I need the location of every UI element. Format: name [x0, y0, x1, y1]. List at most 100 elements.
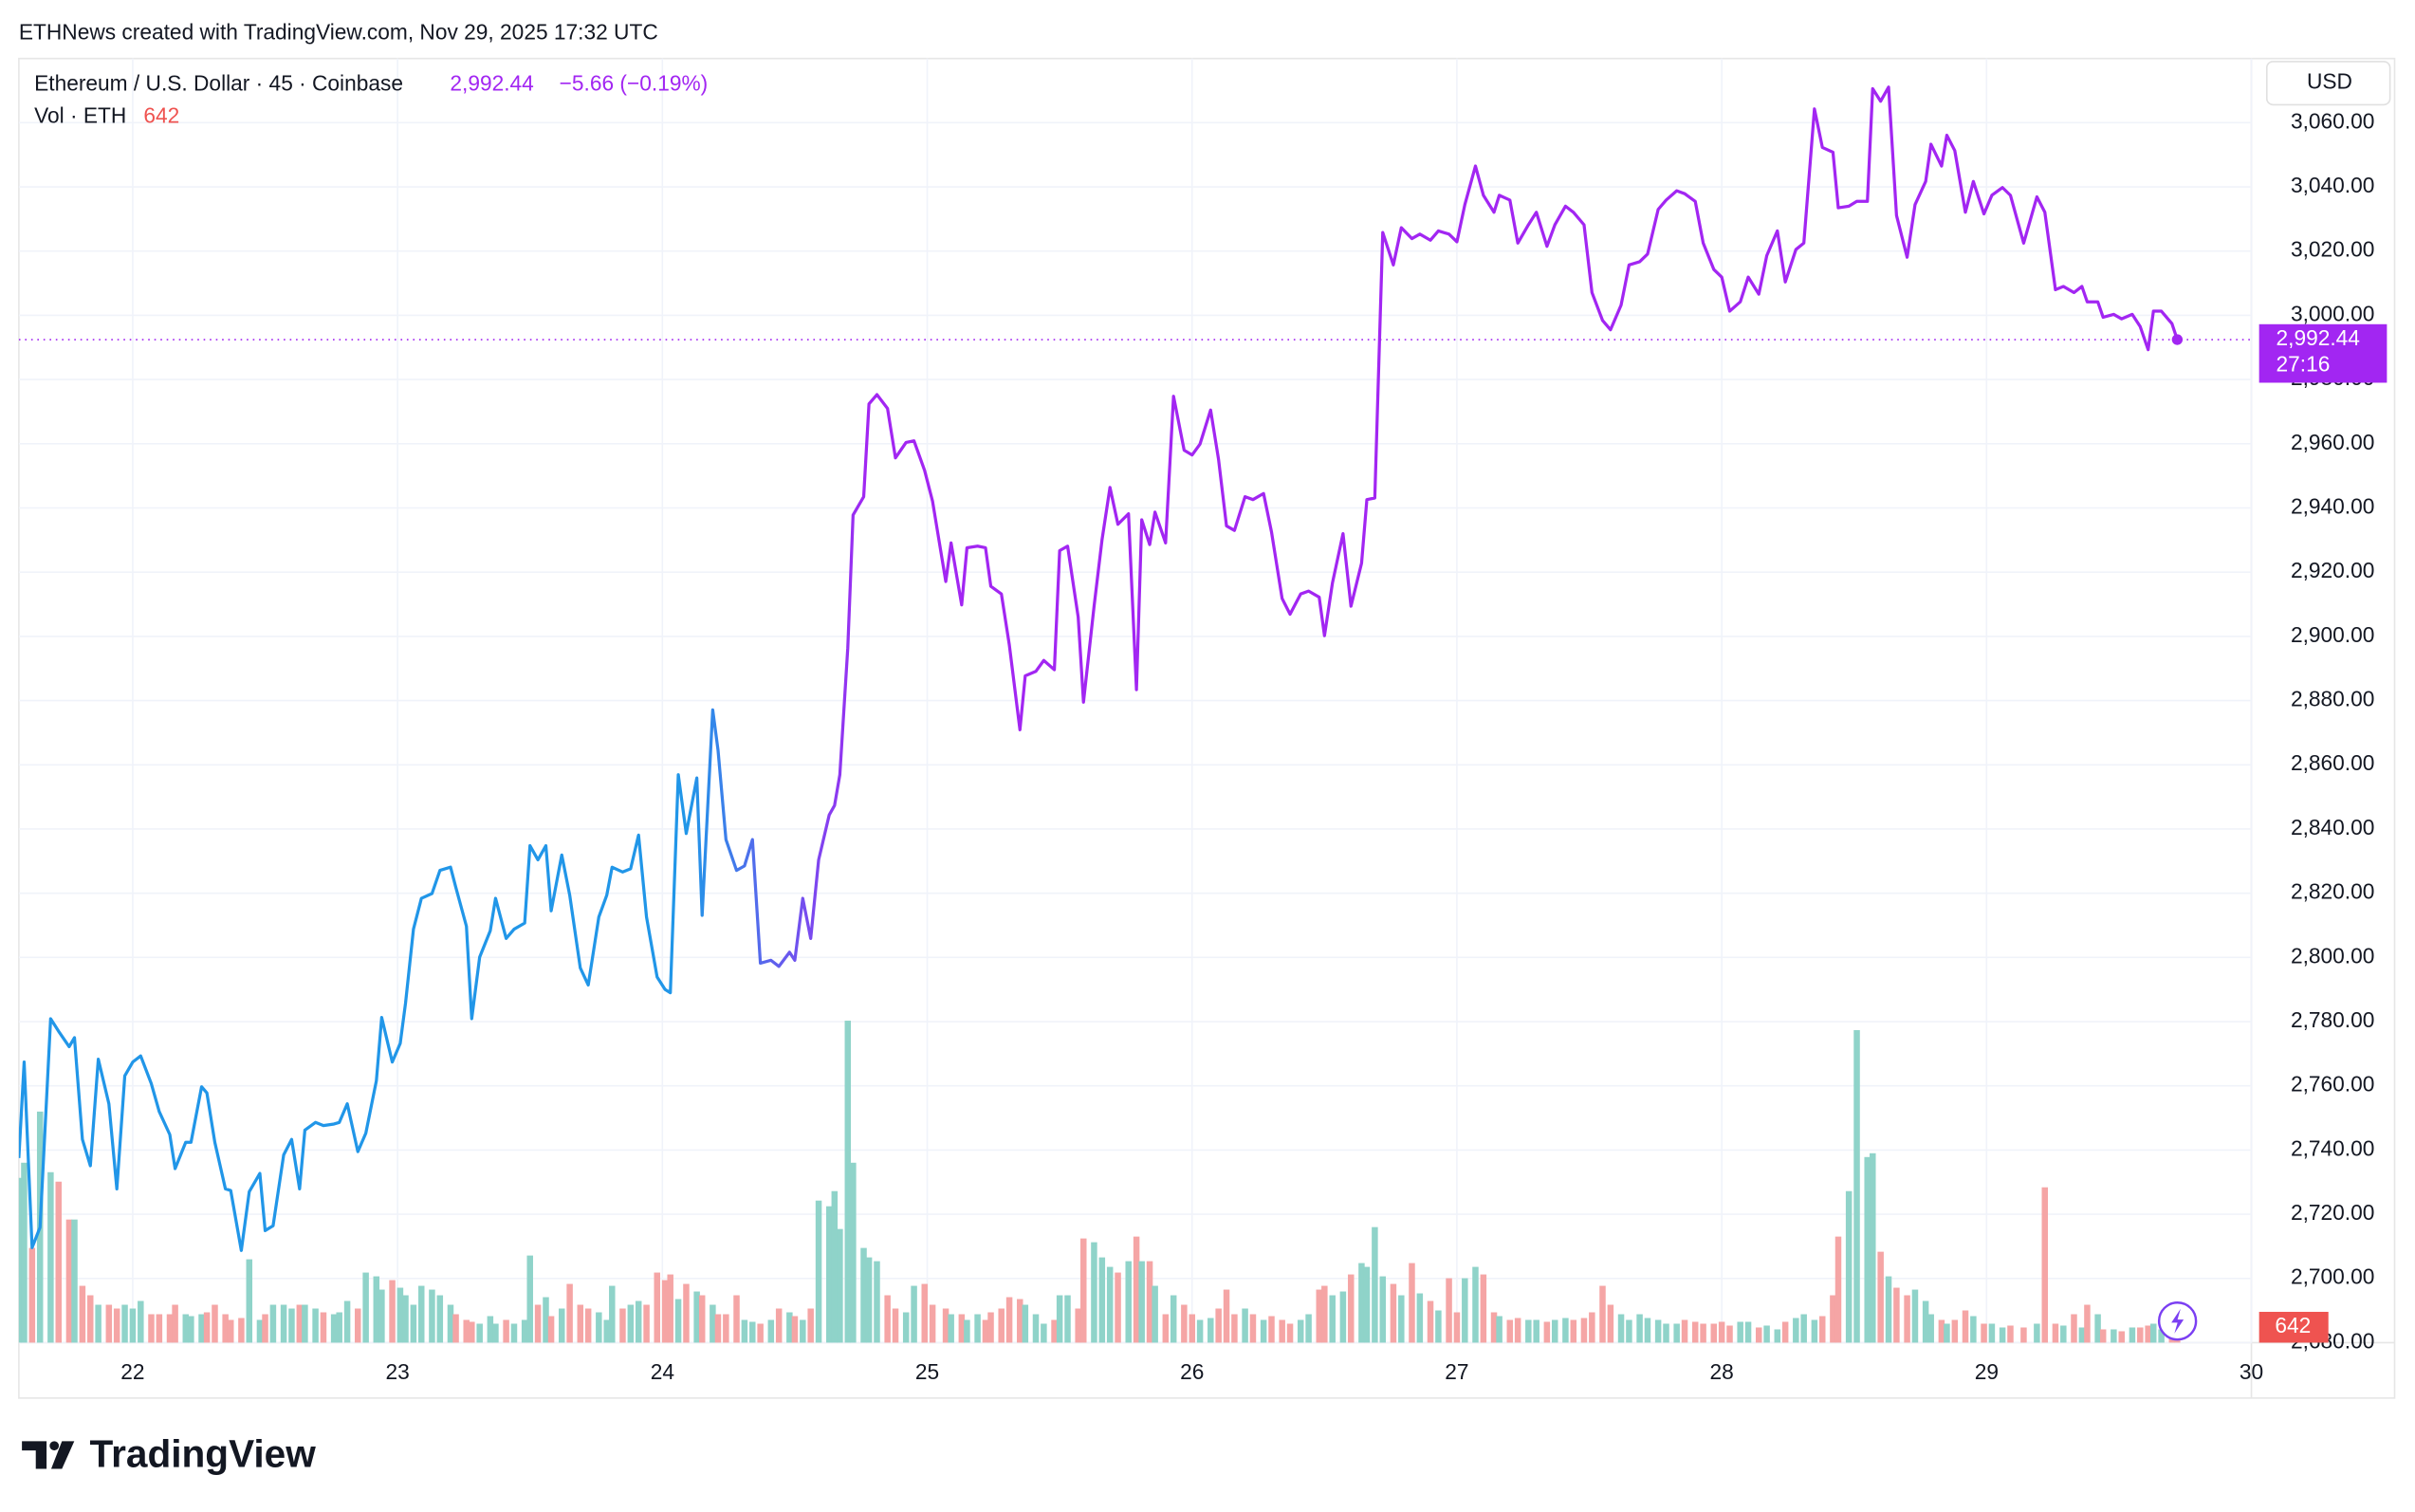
volume-bar [166, 1314, 174, 1343]
y-tick-label: 2,720.00 [2291, 1200, 2374, 1225]
volume-bar [1551, 1319, 1558, 1343]
volume-bar [1032, 1314, 1040, 1343]
volume-bar [1363, 1266, 1371, 1343]
volume-bar [1999, 1327, 2006, 1343]
volume-bar [1223, 1289, 1230, 1343]
volume-bar [1525, 1319, 1532, 1343]
volume-bar [1514, 1318, 1521, 1343]
volume-bar [1231, 1314, 1238, 1343]
volume-bar [246, 1259, 253, 1343]
volume-bar [256, 1319, 264, 1343]
volume-bar [1286, 1323, 1294, 1343]
volume-bar [156, 1314, 163, 1343]
volume-bar [1496, 1316, 1502, 1343]
volume-bar [510, 1323, 518, 1343]
volume-bar [113, 1308, 120, 1343]
volume-bar [121, 1304, 128, 1343]
volume-bar [1181, 1304, 1188, 1343]
volume-bar [1970, 1316, 1977, 1343]
volume-bar [1811, 1319, 1818, 1343]
volume-bar [902, 1312, 910, 1343]
volume-bar [1297, 1319, 1304, 1343]
volume-bar [1654, 1319, 1662, 1343]
volume-bar [1763, 1325, 1770, 1343]
volume-bar [1533, 1319, 1539, 1343]
price-tag [2258, 323, 2387, 383]
volume-bar [1845, 1190, 1853, 1343]
x-tick-label: 27 [1445, 1359, 1468, 1384]
volume-bar [1962, 1310, 1969, 1343]
volume-bar [1944, 1323, 1950, 1343]
volume-bar [1663, 1323, 1669, 1343]
volume-bar [1133, 1236, 1140, 1343]
volume-bar [2118, 1331, 2125, 1343]
volume-bar [2020, 1327, 2027, 1343]
volume-bar [1617, 1314, 1625, 1343]
volume-bar [733, 1295, 740, 1343]
volume-bar [55, 1181, 63, 1343]
y-tick-label: 3,020.00 [2291, 237, 2374, 262]
volume-bar [1462, 1278, 1468, 1343]
bolt-icon [2171, 1308, 2185, 1334]
volume-bar [312, 1308, 319, 1343]
currency: USD [2307, 69, 2352, 94]
volume-bar [815, 1200, 822, 1343]
volume-bar [749, 1321, 756, 1343]
volume-bar [1681, 1319, 1688, 1343]
volume-bar [723, 1314, 729, 1343]
volume-bar [596, 1312, 602, 1343]
volume-bar [1904, 1295, 1910, 1343]
volume-bar [714, 1314, 722, 1343]
volume-bar [1718, 1321, 1725, 1343]
volume-bar [269, 1304, 277, 1343]
volume-bar [1818, 1316, 1826, 1343]
volume-bar [674, 1299, 682, 1343]
volume-bar [577, 1304, 584, 1343]
volume-bar [929, 1304, 936, 1343]
volume-bar [643, 1304, 650, 1343]
volume-bar [1115, 1272, 1121, 1343]
y-tick-label: 2,820.00 [2291, 879, 2374, 904]
volume-bar [942, 1308, 949, 1343]
volume-bar [1329, 1295, 1336, 1343]
volume-bar [884, 1295, 891, 1343]
volume-bar [1005, 1297, 1013, 1343]
header: ETHNews created with TradingView.com, No… [19, 20, 658, 45]
currency-box[interactable] [2265, 61, 2391, 106]
volume-bar [1506, 1319, 1514, 1343]
volume-legend-value: 642 [143, 102, 179, 127]
last-point [2171, 334, 2184, 345]
x-tick-label: 23 [385, 1359, 409, 1384]
volume-bar [487, 1316, 494, 1343]
volume-bar [2099, 1329, 2107, 1343]
volume-bar [402, 1295, 409, 1343]
volume-bar [362, 1272, 369, 1343]
logo [22, 1441, 75, 1469]
volume-bar [911, 1285, 917, 1343]
y-tick-label: 2,760.00 [2291, 1072, 2374, 1097]
volume-bar [1446, 1278, 1452, 1343]
legend-change: −5.66 (−0.19%) [560, 70, 709, 95]
volume-bar [288, 1308, 295, 1343]
volume-bar [831, 1190, 839, 1343]
volume-bar [543, 1297, 549, 1343]
volume-bar [1853, 1030, 1860, 1343]
volume-bar [1196, 1319, 1204, 1343]
volume-bar [418, 1285, 425, 1343]
volume-bar [1316, 1289, 1322, 1343]
volume-bar [1927, 1314, 1934, 1343]
volume-tag-label: 642 [2275, 1313, 2311, 1337]
volume-bar [2034, 1323, 2040, 1343]
volume-bar [1279, 1319, 1285, 1343]
volume-bar [2129, 1327, 2136, 1343]
volume-bar [378, 1289, 385, 1343]
volume-bar [436, 1295, 444, 1343]
grid [18, 58, 2253, 1344]
volume-bar [336, 1312, 342, 1343]
volume-bar [964, 1319, 970, 1343]
volume-bar [1793, 1318, 1799, 1343]
volume-bar [330, 1314, 338, 1343]
y-tick-label: 2,960.00 [2291, 430, 2374, 454]
volume-bar [609, 1285, 616, 1343]
